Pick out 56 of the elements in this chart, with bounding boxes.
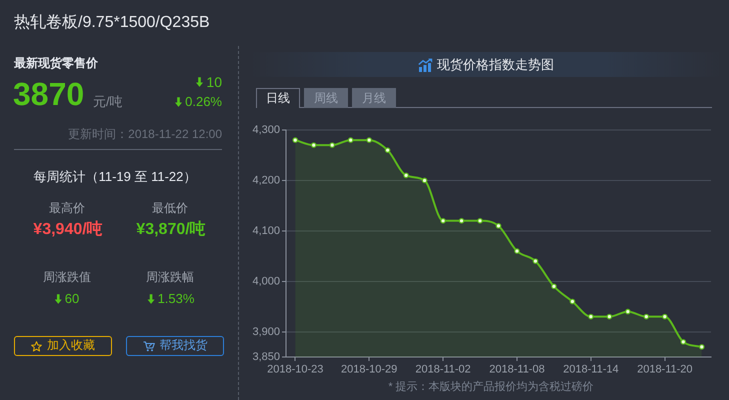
y-tick-label: 4,300: [252, 124, 280, 136]
text: 最新现货零售价: [14, 56, 98, 70]
point: [698, 344, 705, 350]
text: 热轧卷板/9.75*1500/Q235B: [14, 13, 210, 33]
text: 元/吨: [93, 94, 123, 109]
text: 3870: [13, 76, 84, 112]
x-tick-label: 2018-11-14: [563, 364, 619, 376]
y-tick-label: 3,850: [252, 351, 280, 364]
y-tick-label: 3,900: [252, 326, 280, 338]
text: * 提示：本版块的产品报价均为含税过磅价: [388, 381, 594, 394]
point: [310, 142, 317, 148]
text: 每周统计（11-19 至 11-22）: [34, 169, 196, 184]
point: [570, 298, 576, 304]
point: [662, 314, 668, 320]
point: [588, 314, 594, 320]
point: [384, 147, 390, 153]
tab[interactable]: 日线: [256, 88, 300, 108]
text: 周涨跌幅: [146, 270, 194, 284]
text: 周涨跌值: [43, 270, 91, 284]
point: [606, 314, 612, 320]
y-tick-label: 4,100: [252, 224, 280, 237]
text: 更新时间：2018-11-22 12:00: [68, 127, 222, 141]
point: [680, 339, 686, 345]
chart-title: 现货价格指数走势图: [437, 56, 554, 74]
point: [422, 178, 428, 184]
point: [644, 314, 650, 320]
point: [329, 142, 335, 148]
text: 最高价: [49, 201, 85, 215]
button[interactable]: 帮我找货: [126, 336, 224, 356]
y-tick-label: 4,200: [252, 174, 280, 186]
point: [458, 218, 464, 224]
text: 10: [206, 74, 222, 90]
point: [514, 248, 520, 254]
point: [440, 218, 446, 224]
x-tick-label: 2018-10-29: [341, 364, 398, 376]
point: [366, 137, 372, 143]
button[interactable]: 加入收藏: [14, 336, 112, 356]
point: [532, 258, 538, 264]
text: ¥3,940/吨: [33, 221, 103, 238]
text: 60: [64, 291, 80, 306]
point: [477, 218, 483, 224]
text: ¥3,870/吨: [136, 221, 206, 238]
text: 1.53%: [158, 291, 194, 306]
point: [292, 137, 298, 143]
x-tick-label: 2018-11-02: [415, 364, 471, 376]
y-tick-label: 4,000: [252, 275, 280, 288]
x-tick-label: 2018-10-23: [267, 364, 324, 376]
x-tick-label: 2018-11-08: [489, 364, 545, 376]
point: [496, 223, 502, 229]
point: [348, 137, 354, 143]
text: 最低价: [152, 201, 188, 215]
x-tick-label: 2018-11-20: [637, 364, 693, 376]
point: [403, 172, 409, 178]
point: [625, 308, 631, 314]
text: 0.26%: [185, 94, 222, 109]
point: [551, 284, 557, 290]
